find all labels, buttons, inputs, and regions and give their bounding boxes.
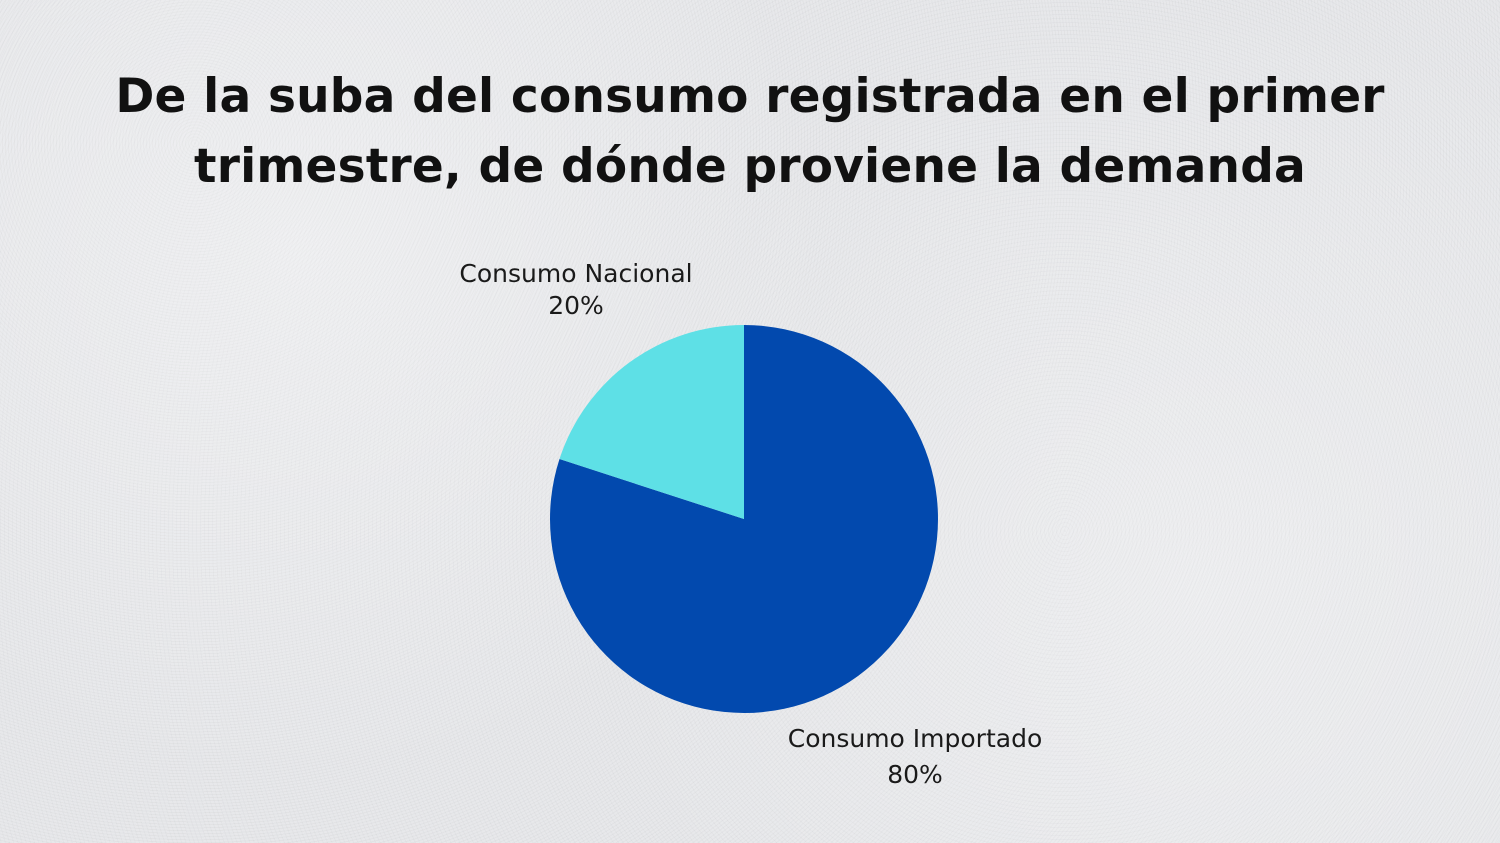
title-line-2: trimestre, de dónde proviene la demanda (194, 139, 1306, 194)
slice-value-nacional: 20% (548, 291, 604, 320)
slice-label-nacional: Consumo Nacional (459, 259, 692, 288)
pie-slice-consumo-nacional (559, 325, 744, 519)
pie-labels: Consumo Importado 80% Consumo Nacional 2… (459, 259, 1042, 789)
slice-label-importado: Consumo Importado (788, 724, 1043, 753)
pie-slices (550, 325, 938, 713)
title-line-1: De la suba del consumo registrada en el … (115, 69, 1385, 124)
slice-value-importado: 80% (887, 760, 943, 789)
chart-title: De la suba del consumo registrada en el … (100, 62, 1400, 202)
